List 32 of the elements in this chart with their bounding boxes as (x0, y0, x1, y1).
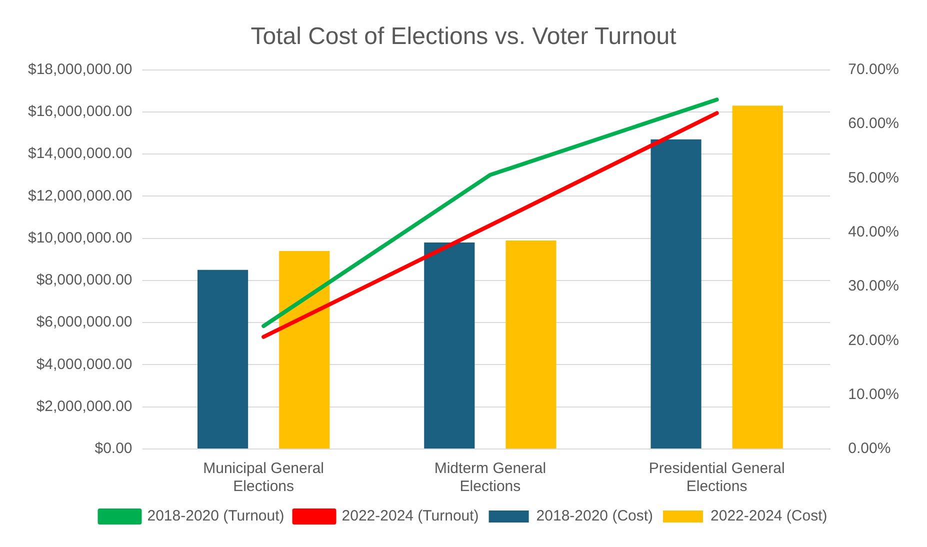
y-tick-label: $12,000,000.00 (28, 187, 132, 204)
y2-tick-label: 10.00% (848, 386, 899, 403)
bar (197, 270, 248, 448)
y2-tick-label: 30.00% (848, 278, 899, 295)
legend-label: 2022-2024 (Cost) (710, 508, 828, 525)
legend-label: 2018-2020 (Cost) (536, 508, 654, 525)
bar (732, 106, 783, 448)
legend-label: 2022-2024 (Turnout) (342, 508, 479, 525)
y2-tick-label: 60.00% (848, 115, 899, 132)
chart-title: Total Cost of Elections vs. Voter Turnout (250, 23, 677, 50)
legend-label: 2018-2020 (Turnout) (147, 508, 284, 525)
y-tick-label: $14,000,000.00 (28, 145, 132, 162)
bar (279, 250, 330, 448)
y-tick-label: $8,000,000.00 (36, 272, 132, 289)
y-tick-label: $10,000,000.00 (28, 229, 132, 246)
x-tick-label: Presidential General Elections (648, 460, 785, 496)
bar (424, 242, 475, 448)
x-tick-label: Midterm General Elections (434, 460, 546, 496)
y2-tick-label: 50.00% (848, 169, 899, 186)
y-tick-label: $18,000,000.00 (28, 60, 132, 78)
y-tick-label: $16,000,000.00 (28, 103, 132, 120)
y2-tick-label: 70.00% (848, 60, 899, 78)
x-tick-label: Municipal General Elections (203, 460, 324, 496)
y2-tick-label: 0.00% (848, 440, 891, 458)
y2-tick-label: 20.00% (848, 332, 899, 349)
y-tick-label: $6,000,000.00 (36, 314, 132, 331)
y-tick-label: $4,000,000.00 (36, 356, 132, 373)
y-tick-label: $0.00 (94, 440, 132, 458)
y2-tick-label: 40.00% (848, 223, 899, 240)
y-tick-label: $2,000,000.00 (36, 398, 132, 416)
bar (650, 139, 702, 448)
bar (506, 240, 556, 448)
